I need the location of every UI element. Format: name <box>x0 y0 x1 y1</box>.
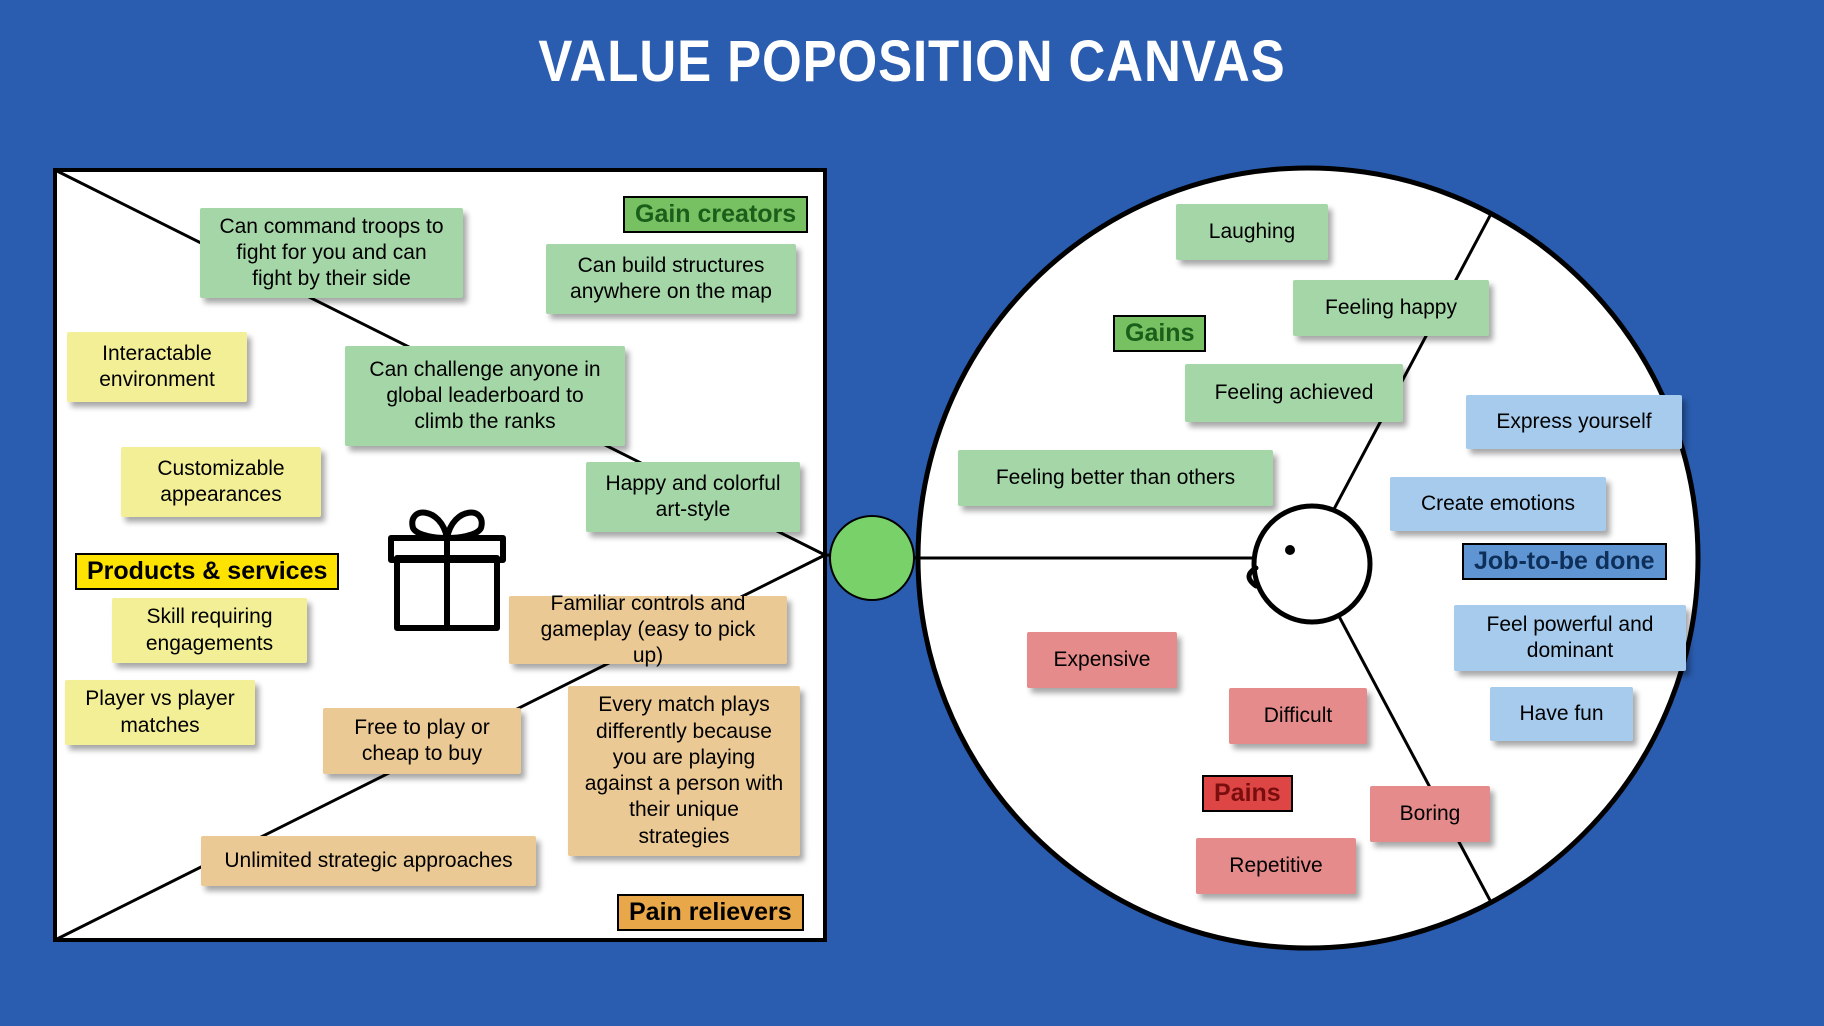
section-label: Job-to-be done <box>1462 543 1667 580</box>
face-icon <box>1249 506 1370 622</box>
sticky-note: Feeling better than others <box>958 450 1273 506</box>
sticky-note: Laughing <box>1176 204 1328 260</box>
sticky-note: Familiar controls and gameplay (easy to … <box>509 596 787 664</box>
page-title: VALUE POPOSITION CANVAS <box>109 28 1714 95</box>
section-label: Pains <box>1202 775 1293 812</box>
sticky-note: Repetitive <box>1196 838 1356 894</box>
section-label: Gain creators <box>623 196 808 233</box>
sticky-note: Can challenge anyone in global leaderboa… <box>345 346 625 446</box>
sticky-note: Feeling achieved <box>1185 364 1403 422</box>
sticky-note: Expensive <box>1027 632 1177 688</box>
section-label: Products & services <box>75 553 339 590</box>
sticky-note: Create emotions <box>1390 477 1606 531</box>
section-label: Pain relievers <box>617 894 804 931</box>
sticky-note: Free to play or cheap to buy <box>323 708 521 774</box>
sticky-note: Customizable appearances <box>121 447 321 517</box>
sticky-note: Feel powerful and dominant <box>1454 605 1686 671</box>
sticky-note: Interactable environment <box>67 332 247 402</box>
sticky-note: Boring <box>1370 786 1490 842</box>
sticky-note: Have fun <box>1490 687 1633 741</box>
sticky-note: Skill requiring engagements <box>112 598 307 663</box>
value-proposition-canvas: VALUE POPOSITION CANVAS Gain creators Pro… <box>0 0 1824 1026</box>
sticky-note: Every match plays differently because yo… <box>568 686 800 856</box>
sticky-note: Player vs player matches <box>65 680 255 745</box>
sticky-note: Can command troops to fight for you and … <box>200 208 463 298</box>
sticky-note: Difficult <box>1229 688 1367 744</box>
section-label: Gains <box>1113 315 1206 352</box>
sticky-note: Feeling happy <box>1293 280 1489 336</box>
sticky-note: Unlimited strategic approaches <box>201 836 536 886</box>
sticky-note: Express yourself <box>1466 395 1682 449</box>
sticky-note: Happy and colorful art-style <box>586 462 800 532</box>
sticky-note: Can build structures anywhere on the map <box>546 244 796 314</box>
